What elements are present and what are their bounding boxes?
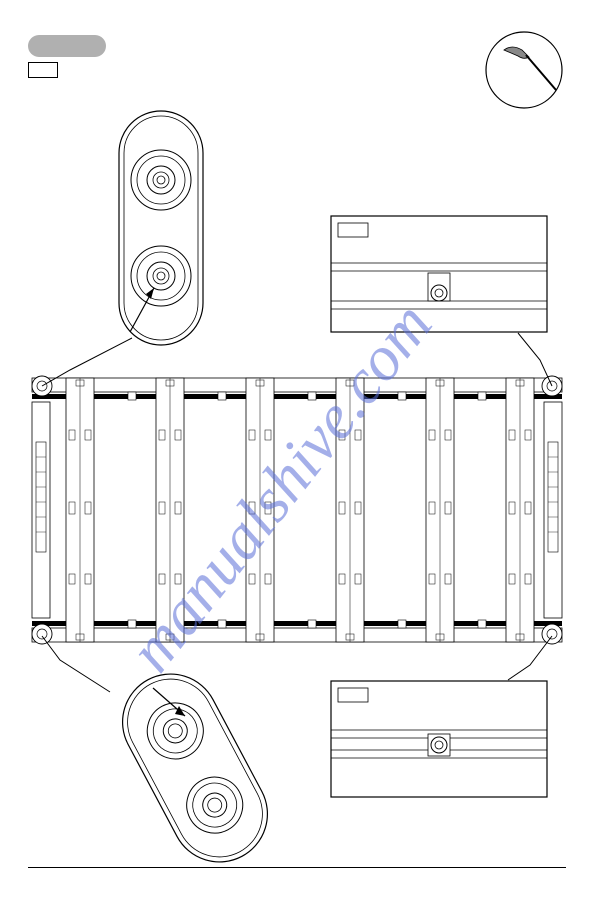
main-assembly-diagram [28, 372, 566, 648]
step-sublabel [28, 62, 58, 78]
detail-oval-bottom [105, 658, 285, 878]
footer-divider [28, 867, 566, 868]
tool-allen-key-icon [484, 30, 564, 110]
detail-rect-top [330, 215, 548, 333]
step-badge [28, 35, 106, 57]
slat-group [66, 378, 534, 642]
detail-rect-bottom [330, 680, 548, 798]
detail-oval-top [118, 110, 204, 346]
